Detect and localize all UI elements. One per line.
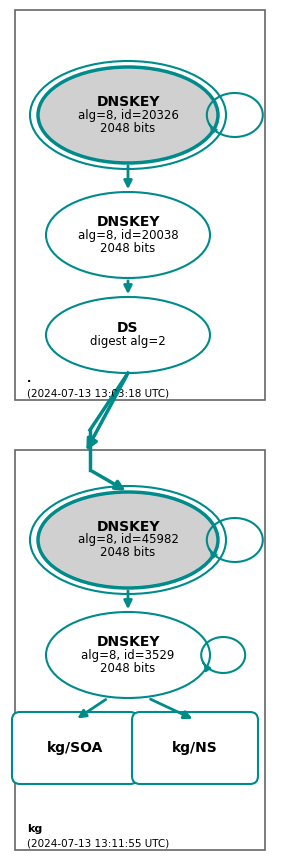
Text: alg=8, id=45982: alg=8, id=45982 [78,534,178,547]
Text: (2024-07-13 13:11:55 UTC): (2024-07-13 13:11:55 UTC) [27,838,169,848]
Text: DNSKEY: DNSKEY [96,215,160,229]
Text: kg: kg [27,824,42,834]
Ellipse shape [38,492,218,588]
Text: alg=8, id=20326: alg=8, id=20326 [78,108,178,121]
FancyBboxPatch shape [12,712,138,784]
Text: DNSKEY: DNSKEY [96,635,160,649]
Text: .: . [27,374,31,384]
Text: 2048 bits: 2048 bits [100,662,156,675]
Ellipse shape [46,612,210,698]
Text: DNSKEY: DNSKEY [96,520,160,534]
Text: kg/SOA: kg/SOA [47,741,103,755]
Text: 2048 bits: 2048 bits [100,547,156,560]
Text: kg/NS: kg/NS [172,741,218,755]
Text: DNSKEY: DNSKEY [96,95,160,109]
Text: 2048 bits: 2048 bits [100,241,156,254]
Text: digest alg=2: digest alg=2 [90,335,166,348]
Ellipse shape [38,67,218,163]
Text: alg=8, id=3529: alg=8, id=3529 [81,649,175,662]
FancyBboxPatch shape [15,450,265,850]
Ellipse shape [46,297,210,373]
Text: alg=8, id=20038: alg=8, id=20038 [78,228,178,241]
Text: (2024-07-13 13:03:18 UTC): (2024-07-13 13:03:18 UTC) [27,388,169,398]
FancyBboxPatch shape [15,10,265,400]
FancyBboxPatch shape [132,712,258,784]
Text: DS: DS [117,322,139,336]
Ellipse shape [46,192,210,278]
Text: 2048 bits: 2048 bits [100,121,156,134]
